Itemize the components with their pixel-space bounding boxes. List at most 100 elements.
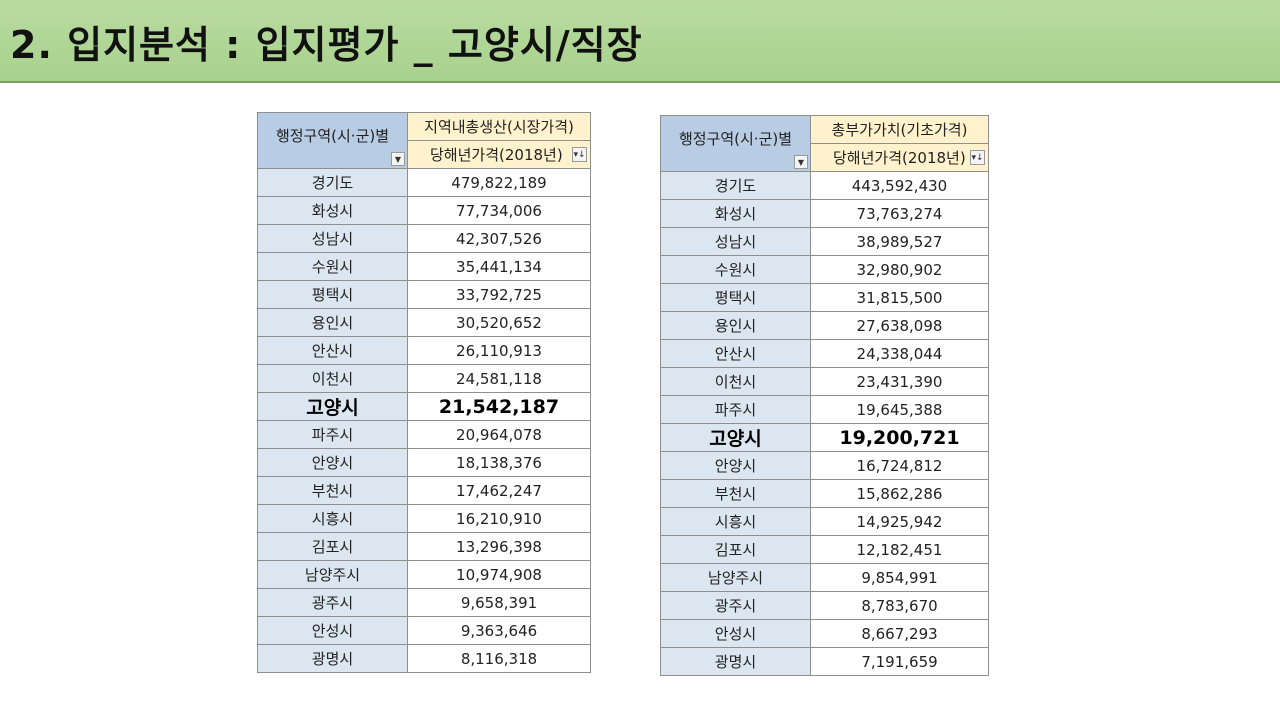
value-cell[interactable]: 26,110,913	[407, 336, 591, 365]
value-cell[interactable]: 19,645,388	[810, 395, 989, 424]
region-cell[interactable]: 김포시	[660, 535, 811, 564]
region-cell[interactable]: 성남시	[660, 227, 811, 256]
region-cell[interactable]: 부천시	[660, 479, 811, 508]
region-cell[interactable]: 안양시	[660, 451, 811, 480]
table-row: 안양시 18,138,376	[257, 448, 591, 477]
table-row: 용인시 27,638,098	[660, 311, 989, 340]
region-cell[interactable]: 남양주시	[660, 563, 811, 592]
sort-descending-icon[interactable]: ▾↓	[970, 150, 985, 165]
region-cell[interactable]: 파주시	[660, 395, 811, 424]
value-cell[interactable]: 16,724,812	[810, 451, 989, 480]
value-cell[interactable]: 7,191,659	[810, 647, 989, 676]
value-cell[interactable]: 30,520,652	[407, 308, 591, 337]
gva-table: 행정구역(시·군)별 ▼ 총부가가치(기초가격) 당해년가격(2018년) ▾↓…	[660, 115, 989, 676]
table-row: 시흥시 16,210,910	[257, 504, 591, 533]
region-cell[interactable]: 평택시	[257, 280, 408, 309]
region-cell[interactable]: 시흥시	[660, 507, 811, 536]
value-cell[interactable]: 10,974,908	[407, 560, 591, 589]
value-cell[interactable]: 8,116,318	[407, 644, 591, 673]
table-row: 광명시 8,116,318	[257, 644, 591, 673]
region-cell[interactable]: 광명시	[660, 647, 811, 676]
region-cell[interactable]: 안성시	[660, 619, 811, 648]
region-cell[interactable]: 남양주시	[257, 560, 408, 589]
gdp-table: 행정구역(시·군)별 ▼ 지역내총생산(시장가격) 당해년가격(2018년) ▾…	[257, 112, 591, 673]
region-cell[interactable]: 안산시	[257, 336, 408, 365]
table-row: 성남시 42,307,526	[257, 224, 591, 253]
table-row: 용인시 30,520,652	[257, 308, 591, 337]
region-cell[interactable]: 화성시	[257, 196, 408, 225]
table-row: 안산시 24,338,044	[660, 339, 989, 368]
gva-table-body: 경기도 443,592,430 화성시 73,763,274 성남시 38,989,527…	[660, 171, 989, 676]
value-cell[interactable]: 21,542,187	[407, 392, 591, 421]
value-cell[interactable]: 16,210,910	[407, 504, 591, 533]
table-row: 남양주시 10,974,908	[257, 560, 591, 589]
region-cell[interactable]: 이천시	[257, 364, 408, 393]
region-cell[interactable]: 광주시	[660, 591, 811, 620]
value-cell[interactable]: 77,734,006	[407, 196, 591, 225]
region-cell[interactable]: 평택시	[660, 283, 811, 312]
region-cell[interactable]: 고양시	[660, 423, 811, 452]
region-cell[interactable]: 화성시	[660, 199, 811, 228]
value-cell[interactable]: 20,964,078	[407, 420, 591, 449]
value-cell[interactable]: 24,338,044	[810, 339, 989, 368]
column-header-price-label: 당해년가격(2018년)	[833, 149, 966, 167]
region-cell[interactable]: 경기도	[660, 171, 811, 200]
region-cell[interactable]: 김포시	[257, 532, 408, 561]
value-cell[interactable]: 24,581,118	[407, 364, 591, 393]
value-cell[interactable]: 12,182,451	[810, 535, 989, 564]
value-cell[interactable]: 42,307,526	[407, 224, 591, 253]
region-cell[interactable]: 안양시	[257, 448, 408, 477]
filter-dropdown-icon[interactable]: ▼	[391, 152, 405, 166]
table-row: 광주시 8,783,670	[660, 591, 989, 620]
value-cell[interactable]: 17,462,247	[407, 476, 591, 505]
value-cell[interactable]: 35,441,134	[407, 252, 591, 281]
value-cell[interactable]: 27,638,098	[810, 311, 989, 340]
value-cell[interactable]: 9,363,646	[407, 616, 591, 645]
filter-dropdown-icon[interactable]: ▼	[794, 155, 808, 169]
value-cell[interactable]: 14,925,942	[810, 507, 989, 536]
value-cell[interactable]: 31,815,500	[810, 283, 989, 312]
table-row: 안성시 9,363,646	[257, 616, 591, 645]
value-cell[interactable]: 8,667,293	[810, 619, 989, 648]
value-cell[interactable]: 443,592,430	[810, 171, 989, 200]
region-cell[interactable]: 시흥시	[257, 504, 408, 533]
region-cell[interactable]: 광명시	[257, 644, 408, 673]
value-cell[interactable]: 19,200,721	[810, 423, 989, 452]
value-cell[interactable]: 479,822,189	[407, 168, 591, 197]
table-row: 부천시 15,862,286	[660, 479, 989, 508]
table-row: 부천시 17,462,247	[257, 476, 591, 505]
region-cell[interactable]: 용인시	[257, 308, 408, 337]
value-cell[interactable]: 9,854,991	[810, 563, 989, 592]
value-cell[interactable]: 13,296,398	[407, 532, 591, 561]
region-cell[interactable]: 광주시	[257, 588, 408, 617]
value-cell[interactable]: 32,980,902	[810, 255, 989, 284]
region-cell[interactable]: 경기도	[257, 168, 408, 197]
table-row: 광명시 7,191,659	[660, 647, 989, 676]
region-cell[interactable]: 파주시	[257, 420, 408, 449]
value-cell[interactable]: 8,783,670	[810, 591, 989, 620]
region-cell[interactable]: 용인시	[660, 311, 811, 340]
region-cell[interactable]: 안성시	[257, 616, 408, 645]
region-cell[interactable]: 고양시	[257, 392, 408, 421]
column-header-price: 당해년가격(2018년) ▾↓	[810, 143, 989, 172]
region-cell[interactable]: 성남시	[257, 224, 408, 253]
value-cell[interactable]: 18,138,376	[407, 448, 591, 477]
title-bar: 2. 입지분석 : 입지평가 _ 고양시/직장	[0, 0, 1280, 83]
value-cell[interactable]: 9,658,391	[407, 588, 591, 617]
table-row: 시흥시 14,925,942	[660, 507, 989, 536]
value-cell[interactable]: 38,989,527	[810, 227, 989, 256]
gdp-table-body: 경기도 479,822,189 화성시 77,734,006 성남시 42,307,526…	[257, 168, 591, 673]
value-cell[interactable]: 23,431,390	[810, 367, 989, 396]
value-cell[interactable]: 33,792,725	[407, 280, 591, 309]
table-row: 고양시 19,200,721	[660, 423, 989, 452]
region-cell[interactable]: 안산시	[660, 339, 811, 368]
table-row: 경기도 443,592,430	[660, 171, 989, 200]
table-row: 수원시 35,441,134	[257, 252, 591, 281]
value-cell[interactable]: 73,763,274	[810, 199, 989, 228]
region-cell[interactable]: 이천시	[660, 367, 811, 396]
region-cell[interactable]: 수원시	[257, 252, 408, 281]
sort-descending-icon[interactable]: ▾↓	[572, 147, 587, 162]
region-cell[interactable]: 수원시	[660, 255, 811, 284]
value-cell[interactable]: 15,862,286	[810, 479, 989, 508]
region-cell[interactable]: 부천시	[257, 476, 408, 505]
